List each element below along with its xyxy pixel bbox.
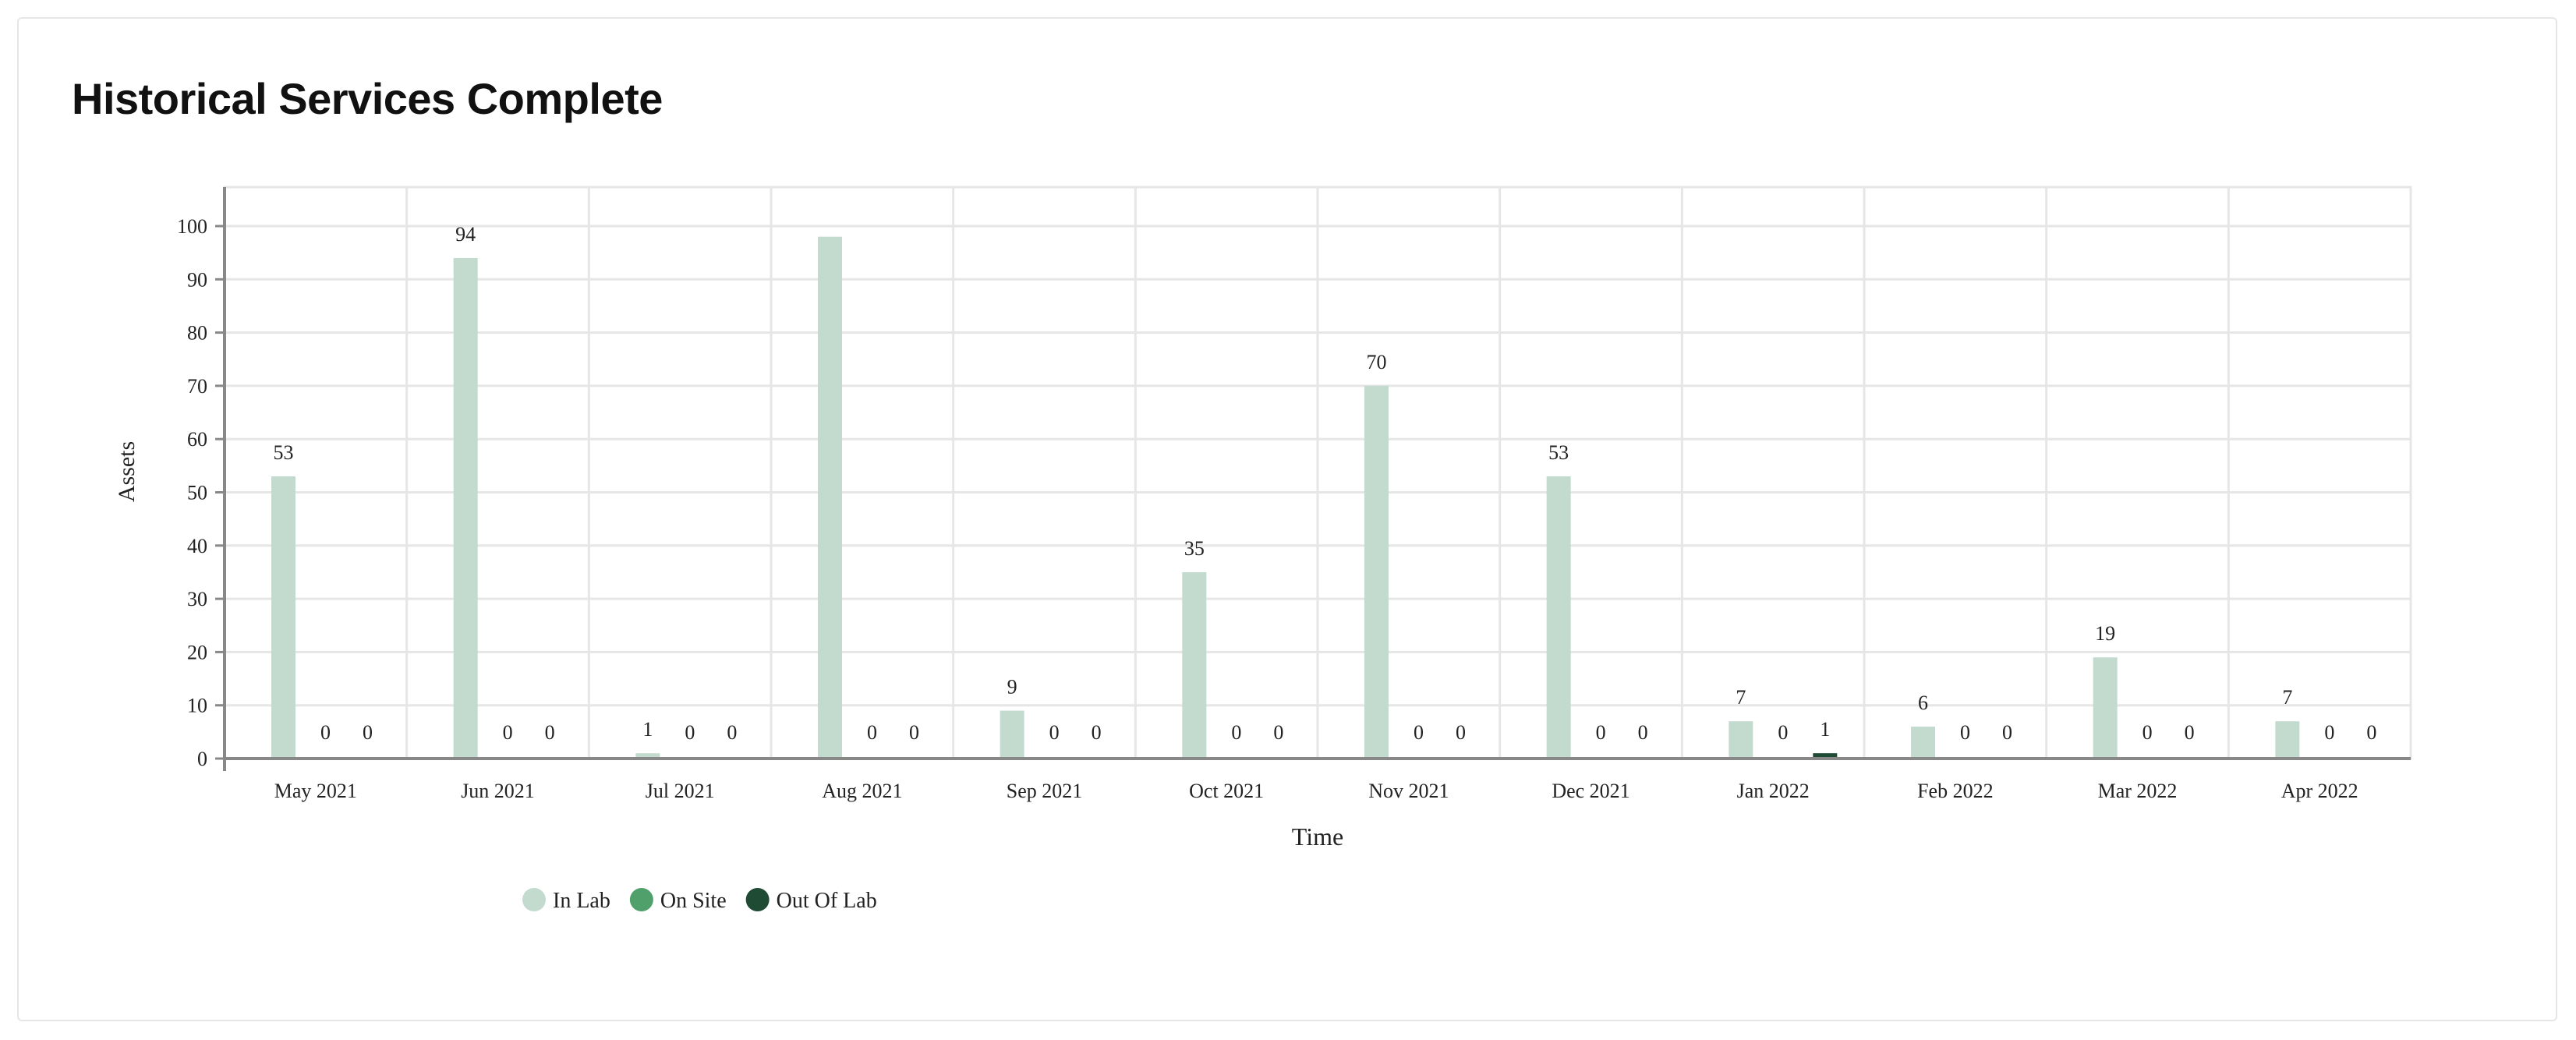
data-label: 7 [1736, 686, 1746, 709]
y-tick-label: 80 [187, 322, 207, 345]
data-label: 0 [2366, 721, 2376, 744]
bar-in-lab [271, 476, 295, 759]
data-label: 94 [455, 223, 476, 246]
x-tick-label: Apr 2022 [2281, 780, 2358, 802]
data-label: 53 [1548, 441, 1569, 464]
x-tick-label: Sep 2021 [1007, 780, 1083, 802]
bar-in-lab [453, 257, 478, 759]
y-tick-label: 70 [187, 375, 207, 398]
chart-card [17, 17, 2557, 1021]
data-label: 0 [685, 721, 695, 744]
y-tick-label: 30 [187, 588, 207, 610]
data-label: 0 [1778, 721, 1788, 744]
data-label: 0 [1596, 721, 1606, 744]
y-tick-label: 90 [187, 268, 207, 291]
x-tick-label: Oct 2021 [1189, 780, 1264, 802]
legend-swatch [745, 888, 770, 911]
y-axis-title: Assets [114, 441, 140, 502]
data-label: 19 [2095, 622, 2115, 645]
legend-item: On Site [629, 888, 727, 913]
data-label: 0 [545, 721, 555, 744]
data-label: 0 [2143, 721, 2153, 744]
data-label: 0 [2185, 721, 2195, 744]
data-label: 6 [1918, 692, 1928, 714]
x-tick-label: Nov 2021 [1368, 780, 1449, 802]
chart-legend: In Lab On Site Out Of Lab [522, 888, 877, 913]
chart-bars [271, 236, 2300, 759]
data-label: 70 [1367, 351, 1387, 373]
x-tick-label: Dec 2021 [1552, 780, 1629, 802]
data-label: 0 [909, 721, 919, 744]
data-label: 0 [1638, 721, 1648, 744]
data-label: 1 [1820, 718, 1830, 741]
bar-in-lab [1729, 721, 1753, 759]
legend-label: In Lab [553, 889, 610, 913]
chart-grid [223, 186, 2412, 760]
data-label: 0 [363, 721, 373, 744]
y-tick-label: 50 [187, 482, 207, 504]
y-tick-label: 10 [187, 695, 207, 717]
y-tick-label: 20 [187, 641, 207, 663]
bar-out-of-lab [1813, 753, 1838, 759]
x-tick-label: Jun 2021 [461, 780, 535, 802]
data-label: 0 [2002, 721, 2012, 744]
x-tick-label: Feb 2022 [1917, 780, 1994, 802]
data-label: 0 [1960, 721, 1970, 744]
data-label: 53 [274, 441, 294, 464]
data-label: 0 [1049, 721, 1060, 744]
y-tick-label: 60 [187, 428, 207, 451]
bar-in-lab [818, 236, 842, 759]
legend-swatch [629, 888, 653, 911]
data-label: 0 [1414, 721, 1424, 744]
data-label: 0 [1092, 721, 1102, 744]
legend-label: On Site [660, 889, 727, 913]
legend-item: In Lab [522, 888, 610, 913]
x-axis-title: Time [1292, 822, 1343, 851]
x-tick-label: Mar 2022 [2098, 780, 2178, 802]
data-label: 9 [1007, 676, 1017, 699]
chart-axes [215, 187, 2411, 771]
bar-in-lab [1911, 727, 1935, 759]
bar-in-lab [635, 753, 660, 759]
bar-in-lab [1000, 710, 1024, 759]
data-label: 1 [642, 718, 653, 741]
y-tick-label: 0 [197, 748, 207, 770]
data-label: 0 [867, 721, 877, 744]
bar-in-lab [2093, 657, 2118, 759]
x-tick-label: Aug 2021 [822, 780, 902, 802]
data-label: 35 [1184, 537, 1205, 560]
x-tick-label: Jan 2022 [1737, 780, 1810, 802]
data-label: 0 [1231, 721, 1241, 744]
y-tick-label: 40 [187, 535, 207, 557]
data-label: 0 [2324, 721, 2334, 744]
y-tick-label: 100 [177, 215, 207, 238]
bar-in-lab [2275, 721, 2300, 759]
bar-in-lab [1546, 476, 1571, 759]
data-label: 7 [2282, 686, 2292, 709]
legend-label: Out Of Lab [777, 889, 877, 913]
x-tick-label: Jul 2021 [646, 780, 715, 802]
data-label: 0 [1456, 721, 1466, 744]
legend-swatch [522, 888, 546, 911]
page-title: Historical Services Complete [72, 74, 663, 123]
bar-in-lab [1182, 571, 1207, 759]
data-label: 0 [1273, 721, 1283, 744]
legend-item: Out Of Lab [745, 888, 877, 913]
data-label: 0 [727, 721, 737, 744]
data-label: 0 [320, 721, 331, 744]
x-tick-label: May 2021 [274, 780, 357, 802]
data-label: 0 [503, 721, 513, 744]
bar-in-lab [1364, 385, 1389, 759]
